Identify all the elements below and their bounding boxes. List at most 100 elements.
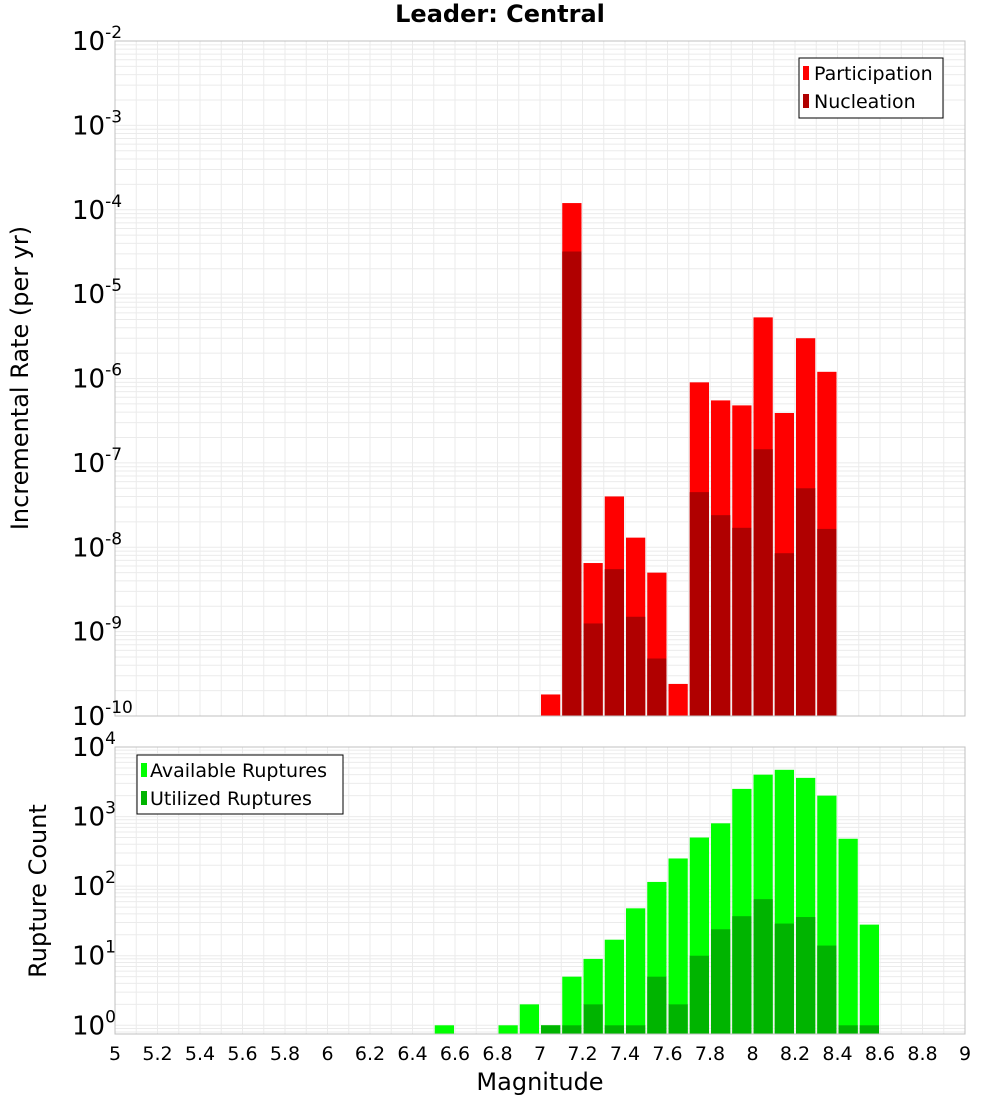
legend-swatch-available	[141, 763, 147, 777]
bar-utilized-ruptures	[753, 899, 773, 1034]
x-tick-label: 8.6	[865, 1043, 895, 1065]
bar-utilized-ruptures	[626, 1025, 646, 1034]
bar-nucleation	[732, 527, 752, 716]
legend-label-participation: Participation	[814, 63, 933, 85]
bottom-y-axis-title: Rupture Count	[24, 804, 52, 978]
bar-utilized-ruptures	[604, 1025, 624, 1034]
top-legend-box	[798, 57, 944, 119]
y-tick-label: 100	[72, 1007, 116, 1041]
y-tick-label: 10-8	[72, 529, 122, 563]
bar-available-ruptures	[434, 1025, 454, 1034]
legend-swatch-utilized	[141, 791, 147, 805]
y-tick-label: 103	[72, 799, 116, 833]
x-tick-label: 6.2	[355, 1043, 385, 1065]
top-panel: 10-10 10-9 10-8 10-7 10-6 10-5 10-4 10-3 10-2 In…	[6, 23, 966, 732]
top-gridlines	[115, 41, 965, 717]
bar-utilized-ruptures	[711, 929, 731, 1034]
bar-nucleation	[647, 658, 667, 716]
bar-utilized-ruptures	[689, 955, 709, 1034]
top-y-axis-title: Incremental Rate (per yr)	[6, 226, 34, 530]
bar-utilized-ruptures	[583, 1004, 603, 1034]
bottom-bars	[434, 769, 879, 1034]
x-tick-label: 7	[534, 1043, 546, 1065]
x-tick-label: 7.6	[652, 1043, 682, 1065]
bottom-legend-box	[136, 754, 344, 815]
legend-swatch-participation	[803, 66, 809, 80]
bar-participation	[668, 683, 688, 716]
x-tick-labels: 5 5.2 5.4 5.6 5.8 6 6.2 6.4 6.6 6.8 7 7.2 7.4 7.6 7.8 8…	[109, 1043, 971, 1065]
bar-nucleation	[711, 515, 731, 716]
legend-swatch-nucleation	[803, 94, 809, 108]
bar-utilized-ruptures	[732, 916, 752, 1034]
y-tick-label: 10-10	[72, 698, 133, 732]
y-tick-label: 10-5	[72, 276, 122, 310]
bar-nucleation	[753, 449, 773, 716]
top-y-tick-labels: 10-10 10-9 10-8 10-7 10-6 10-5 10-4 10-3 10-2	[72, 23, 133, 732]
bar-utilized-ruptures	[796, 917, 816, 1034]
bar-nucleation	[583, 623, 603, 716]
x-tick-label: 8	[746, 1043, 758, 1065]
bar-available-ruptures	[668, 858, 688, 1034]
x-tick-label: 5.6	[227, 1043, 257, 1065]
x-tick-label: 6.6	[440, 1043, 470, 1065]
y-tick-label: 10-2	[72, 23, 122, 57]
bar-participation	[541, 694, 561, 716]
bar-nucleation	[817, 528, 837, 716]
y-tick-label: 10-6	[72, 361, 122, 395]
bar-utilized-ruptures	[541, 1025, 561, 1034]
bar-nucleation	[689, 492, 709, 716]
bar-utilized-ruptures	[668, 1004, 688, 1034]
x-tick-label: 7.2	[567, 1043, 597, 1065]
x-tick-label: 6.8	[482, 1043, 512, 1065]
bar-utilized-ruptures	[817, 945, 837, 1034]
legend-label-utilized: Utilized Ruptures	[150, 788, 312, 810]
x-tick-label: 7.4	[610, 1043, 640, 1065]
bar-utilized-ruptures	[774, 923, 794, 1034]
bar-utilized-ruptures	[859, 1025, 879, 1034]
bottom-legend: Available Ruptures Utilized Ruptures	[136, 754, 344, 815]
chart-title: Leader: Central	[395, 0, 605, 28]
x-tick-label: 5.2	[142, 1043, 172, 1065]
y-tick-label: 10-9	[72, 614, 122, 648]
x-axis-title: Magnitude	[476, 1068, 603, 1096]
top-legend: Participation Nucleation	[798, 57, 944, 119]
bar-nucleation	[604, 569, 624, 716]
y-tick-label: 104	[72, 729, 116, 763]
y-tick-label: 101	[72, 938, 116, 972]
x-tick-label: 7.8	[695, 1043, 725, 1065]
x-tick-label: 5.8	[270, 1043, 300, 1065]
bar-available-ruptures	[626, 908, 646, 1034]
y-tick-label: 10-4	[72, 192, 122, 226]
x-tick-label: 9	[959, 1043, 971, 1065]
bar-utilized-ruptures	[838, 1025, 858, 1034]
y-tick-label: 10-7	[72, 445, 122, 479]
x-tick-label: 8.2	[780, 1043, 810, 1065]
bottom-y-tick-labels: 100 101 102 103 104	[72, 729, 116, 1041]
bar-nucleation	[796, 488, 816, 716]
bar-nucleation	[562, 251, 582, 716]
bar-available-ruptures	[562, 976, 582, 1034]
bar-available-ruptures	[498, 1025, 518, 1034]
bar-available-ruptures	[838, 838, 858, 1034]
bar-available-ruptures	[519, 1004, 539, 1034]
legend-label-nucleation: Nucleation	[814, 91, 916, 113]
x-tick-label: 5	[109, 1043, 121, 1065]
bar-nucleation	[774, 553, 794, 716]
top-bars	[541, 203, 837, 716]
bar-utilized-ruptures	[562, 1025, 582, 1034]
legend-label-available: Available Ruptures	[150, 760, 327, 782]
bar-utilized-ruptures	[647, 976, 667, 1034]
top-plot-frame	[114, 40, 966, 717]
bottom-plot-frame	[114, 746, 966, 1035]
x-tick-label: 5.4	[185, 1043, 215, 1065]
y-tick-label: 102	[72, 868, 116, 902]
bottom-panel: 100 101 102 103 104 5 5.2 5.4 5.6 5.8 6 6.2 6.4 6.6 6…	[24, 729, 971, 1096]
x-tick-label: 8.4	[822, 1043, 852, 1065]
x-tick-label: 6	[321, 1043, 333, 1065]
x-tick-label: 8.8	[907, 1043, 937, 1065]
bar-available-ruptures	[604, 939, 624, 1034]
bar-nucleation	[626, 616, 646, 716]
x-tick-label: 6.4	[397, 1043, 427, 1065]
y-tick-label: 10-3	[72, 107, 122, 141]
